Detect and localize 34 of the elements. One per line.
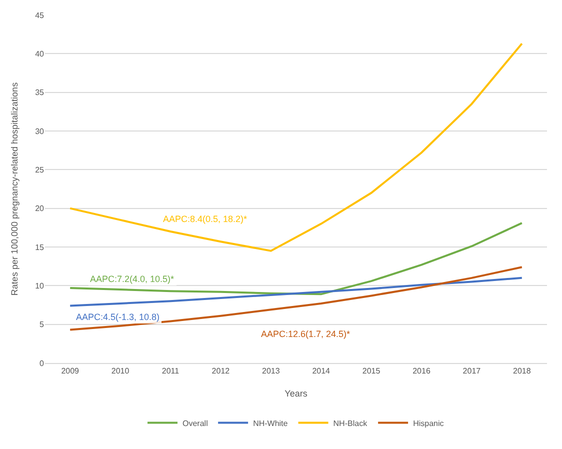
y-tick-label: 30 (35, 126, 45, 136)
legend-label: Overall (182, 418, 208, 428)
y-tick-label: 35 (35, 88, 45, 98)
legend-label: NH-Black (333, 418, 368, 428)
legend-label: NH-White (253, 418, 288, 428)
x-tick-label: 2010 (111, 366, 130, 376)
y-tick-label: 5 (40, 320, 45, 330)
x-tick-label: 2017 (462, 366, 482, 376)
line-series (69, 266, 523, 331)
legend-label: Hispanic (413, 418, 444, 428)
x-tick-label: 2018 (513, 366, 532, 376)
line-series (69, 276, 523, 307)
y-tick-label: 10 (35, 281, 45, 290)
y-tick-label: 25 (35, 165, 45, 174)
x-tick-label: 2014 (312, 366, 331, 376)
line-series (69, 42, 523, 252)
x-tick-label: 2013 (262, 366, 280, 376)
x-tick-label: 2016 (412, 366, 431, 376)
x-axis-title: Years (284, 388, 308, 398)
y-axis-title: Rates per 100,000 pregnancy-related hospitalizations (9, 82, 20, 296)
y-tick-label: 0 (40, 358, 45, 368)
annotation: AAPC:7.2(4.0, 10.5)* (90, 274, 175, 284)
annotation: AAPC:4.5(-1.3, 10.8) (76, 312, 160, 322)
annotation: AAPC:12.6(1.7, 24.5)* (261, 329, 351, 339)
y-tick-label: 40 (35, 49, 45, 58)
x-tick-label: 2012 (212, 366, 230, 376)
x-tick-label: 2009 (61, 366, 80, 376)
x-tick-label: 2011 (162, 366, 180, 376)
y-tick-label: 15 (35, 242, 45, 252)
y-tick-label: 20 (35, 204, 45, 214)
line-series (69, 222, 523, 296)
annotation: AAPC:8.4(0.5, 18.2)* (163, 214, 248, 224)
x-tick-label: 2015 (362, 366, 381, 376)
y-tick-label: 45 (35, 10, 45, 20)
